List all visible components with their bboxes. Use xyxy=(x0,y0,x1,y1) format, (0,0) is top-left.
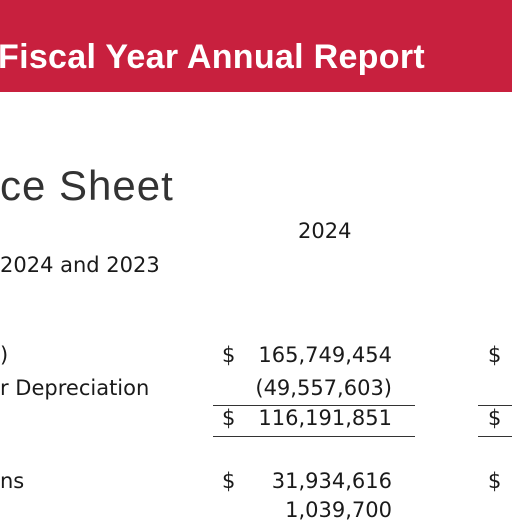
header-title: Fiscal Year Annual Report xyxy=(0,38,425,76)
cell-amount: 31,934,616 xyxy=(271,469,392,493)
rule xyxy=(213,405,415,406)
cell-amount: 116,191,851 xyxy=(258,406,392,430)
rule xyxy=(213,436,415,437)
cell-amount: 1,039,700 xyxy=(285,498,392,522)
cell-amount: (49,557,603) xyxy=(255,376,392,400)
table-row: $116,191,851 $ xyxy=(0,406,512,436)
table-row: ) $165,749,454 $ xyxy=(0,343,512,373)
rule xyxy=(478,405,512,406)
table-row: r Depreciation (49,557,603) xyxy=(0,376,512,406)
table-row: ns $31,934,616 $ xyxy=(0,469,512,499)
cell-label: ns xyxy=(0,469,25,493)
cell-currency: $ xyxy=(222,469,236,493)
header-band xyxy=(0,0,512,92)
cell-currency2: $ xyxy=(488,343,502,367)
cell-currency2: $ xyxy=(488,469,502,493)
cell-currency2: $ xyxy=(488,406,502,430)
cell-amount: 165,749,454 xyxy=(258,343,392,367)
subheading: 2024 and 2023 xyxy=(0,253,160,277)
heading: ce Sheet xyxy=(0,162,174,209)
cell-label: ) xyxy=(0,343,9,367)
cell-currency: $ xyxy=(222,406,236,430)
column-header: 2024 xyxy=(298,219,352,243)
cell-currency: $ xyxy=(222,343,236,367)
table-row: 1,039,700 xyxy=(0,498,512,528)
rule xyxy=(478,436,512,437)
cell-label: r Depreciation xyxy=(0,376,150,400)
